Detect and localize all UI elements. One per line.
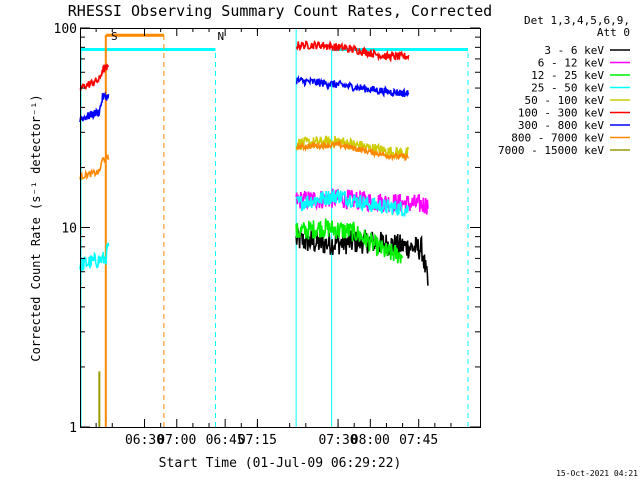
annotation-label: N: [217, 30, 224, 43]
legend-label: 800 - 7000 keV: [511, 132, 604, 145]
legend-label: 25 - 50 keV: [531, 82, 604, 95]
x-tick-label: 06:45: [206, 433, 245, 448]
x-axis-title: Start Time (01-Jul-09 06:29:22): [159, 456, 402, 471]
legend-label: 50 - 100 keV: [525, 94, 605, 107]
plot-frame: [80, 28, 481, 428]
legend-label: 100 - 300 keV: [518, 107, 604, 120]
footer-date: 15-Oct-2021 04:21: [556, 469, 638, 478]
ticks-layer: 06:30 06:45 07:00 07:15 07:30 07:45 08:00 1 10 10…: [54, 22, 480, 448]
y-tick-label: 100: [54, 22, 77, 37]
legend-label: 300 - 800 keV: [518, 119, 604, 132]
legend-label: 12 - 25 keV: [531, 69, 604, 82]
series-line: [295, 218, 404, 264]
legend-label: 6 - 12 keV: [538, 57, 605, 70]
legend-title: Det 1,3,4,5,6,9,: [524, 14, 630, 27]
x-tick-label: 07:15: [238, 433, 277, 448]
x-tick-label: 06:30: [125, 433, 164, 448]
series-layer: [79, 39, 429, 286]
series-line: [295, 228, 429, 286]
legend-label: 7000 - 15000 keV: [498, 144, 604, 157]
x-tick-label: 08:00: [351, 433, 390, 448]
x-tick-label: 07:00: [157, 433, 196, 448]
legend-title: Att 0: [597, 26, 630, 39]
series-line: [79, 139, 410, 181]
series-line: [79, 39, 410, 92]
chart-title: RHESSI Observing Summary Count Rates, Co…: [68, 2, 492, 20]
legend-label: 3 - 6 keV: [544, 44, 604, 57]
series-line: [79, 189, 410, 272]
x-tick-label: 07:45: [399, 433, 438, 448]
x-tick-label: 07:30: [318, 433, 357, 448]
y-tick-label: 10: [61, 222, 77, 237]
series-line: [79, 74, 410, 123]
y-axis-title: Corrected Count Rate (s⁻¹ detector⁻¹): [29, 94, 43, 361]
annotation-label: S: [111, 30, 118, 43]
y-tick-label: 1: [69, 421, 77, 436]
